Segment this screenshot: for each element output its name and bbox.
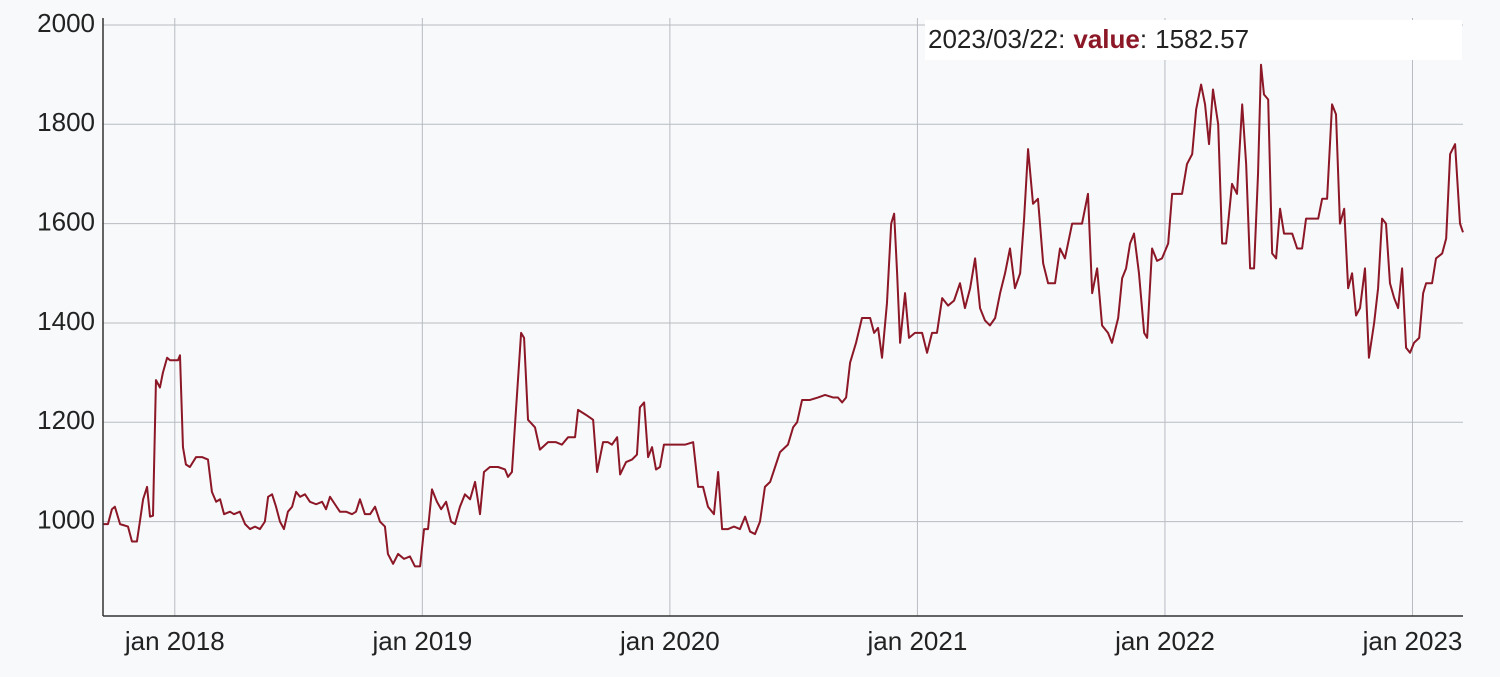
x-tick-label: jan 2023	[1362, 626, 1463, 656]
x-tick-label: jan 2022	[1114, 626, 1215, 656]
y-tick-label: 1000	[37, 505, 95, 535]
y-tick-label: 1200	[37, 405, 95, 435]
y-tick-label: 2000	[37, 8, 95, 38]
hover-legend-text: 2023/03/22: value: 1582.57	[928, 24, 1249, 54]
x-tick-label: jan 2018	[124, 626, 225, 656]
data-line	[103, 63, 1464, 568]
separator: :	[1140, 24, 1147, 54]
hover-date: 2023/03/22	[928, 24, 1058, 54]
y-tick-label: 1400	[37, 306, 95, 336]
grid	[103, 18, 1463, 616]
x-tick-label: jan 2019	[371, 626, 472, 656]
y-tick-label: 1600	[37, 207, 95, 237]
legend-value: 1582.57	[1155, 24, 1249, 54]
plot-area	[103, 63, 1464, 568]
legend-series-name: value	[1073, 24, 1140, 54]
x-tick-label: jan 2021	[867, 626, 968, 656]
separator: :	[1058, 24, 1065, 54]
x-tick-label: jan 2020	[619, 626, 720, 656]
hover-legend: 2023/03/22: value: 1582.57	[925, 20, 1462, 60]
y-tick-label: 1800	[37, 107, 95, 137]
hover-legend-box	[925, 20, 1462, 60]
